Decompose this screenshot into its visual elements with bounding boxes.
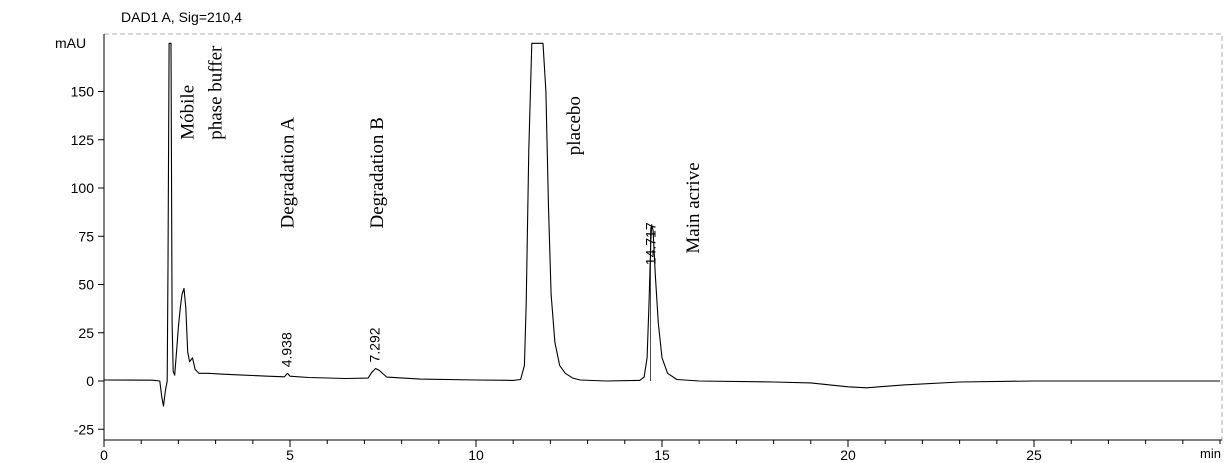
peak-annotations: Móbile phase buffer Degradation A Degradati…	[177, 45, 704, 254]
x-tick-label: 10	[468, 447, 484, 463]
y-tick-label: 50	[78, 277, 94, 293]
y-tick-label: 0	[86, 373, 94, 389]
y-tick-label: 125	[71, 132, 95, 148]
axis-ticks: -25 0 25 50 75 100 125 150 0 5 10 15 20 25	[71, 84, 1221, 463]
y-tick-label: 150	[71, 84, 95, 100]
x-tick-label: 20	[840, 447, 856, 463]
x-tick-label: 0	[100, 447, 108, 463]
peak-annotation: Main acrive	[683, 162, 704, 253]
y-axis-label: mAU	[55, 35, 86, 51]
x-axis-label: min	[1200, 446, 1221, 461]
plot-frame	[103, 33, 1223, 441]
peak-annotation: placebo	[564, 96, 585, 155]
peak-retention-time: 4.938	[279, 332, 295, 367]
annotation-text: Móbile	[177, 85, 198, 140]
peak-annotation: Degradation A	[278, 117, 299, 229]
trace-line	[103, 42, 1220, 407]
plot-border	[103, 33, 1223, 441]
x-tick-label: 15	[654, 447, 670, 463]
x-tick-label: 5	[286, 447, 294, 463]
annotation-text: phase buffer	[205, 45, 226, 140]
annotation-text: placebo	[564, 96, 585, 155]
y-tick-label: 25	[78, 325, 94, 341]
peak-annotation: Móbile phase buffer	[177, 45, 226, 140]
annotation-text: Main acrive	[683, 162, 704, 253]
y-tick-label: 75	[78, 228, 94, 244]
peak-retention-time: 7.292	[366, 327, 382, 362]
x-tick-label: 25	[1026, 447, 1042, 463]
peak-annotation: Degradation B	[367, 117, 388, 228]
annotation-text: Degradation A	[278, 117, 299, 229]
chart-title: DAD1 A, Sig=210,4	[121, 9, 242, 25]
chromatogram-trace	[103, 42, 1220, 407]
annotation-text: Degradation B	[367, 117, 388, 228]
y-tick-label: -25	[74, 421, 94, 437]
y-tick-label: 100	[71, 180, 95, 196]
